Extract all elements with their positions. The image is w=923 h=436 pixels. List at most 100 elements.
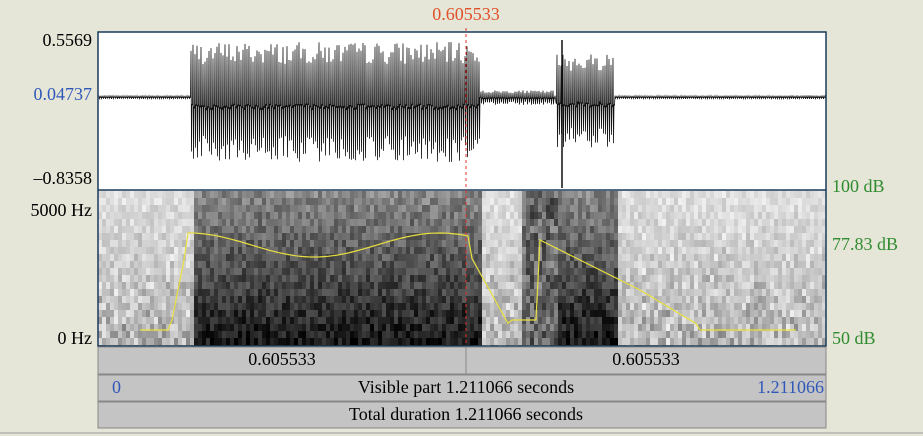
spectrogram-cell: [194, 324, 198, 331]
spectrogram-cell: [350, 289, 354, 296]
spectrogram-cell: [706, 303, 710, 310]
spectrogram-cell: [602, 191, 606, 198]
spectrogram-cell: [302, 198, 306, 205]
spectrogram-cell: [166, 282, 170, 289]
spectrogram-cell: [630, 289, 634, 296]
selection-right-bar[interactable]: [465, 346, 827, 375]
spectrogram-cell: [114, 254, 118, 261]
spectrogram-cell: [694, 205, 698, 212]
visible-bar[interactable]: [97, 374, 827, 402]
spectrogram-cell: [382, 212, 386, 219]
spectrogram-cell: [270, 268, 274, 275]
spectrogram-cell: [722, 212, 726, 219]
spectrogram-cell: [130, 331, 134, 338]
spectrogram-cell: [430, 331, 434, 338]
spectrogram-cell: [158, 317, 162, 324]
spectrogram-cell: [182, 191, 186, 198]
spectrogram-cell: [758, 303, 762, 310]
spectrogram-cell: [454, 198, 458, 205]
spectrogram-cell: [390, 247, 394, 254]
spectrogram-cell: [526, 261, 530, 268]
spectrogram-cell: [814, 212, 818, 219]
spectrogram-cell: [594, 219, 598, 226]
spectrogram-cell: [230, 310, 234, 317]
spectrogram-cell: [302, 240, 306, 247]
spectrogram-cell: [694, 198, 698, 205]
spectrogram-cell: [146, 338, 150, 345]
spectrogram-cell: [762, 268, 766, 275]
spectrogram-cell: [266, 261, 270, 268]
spectrogram-cell: [394, 247, 398, 254]
spectrogram-cell: [462, 303, 466, 310]
spectrogram-cell: [254, 212, 258, 219]
spectrogram-cell: [346, 261, 350, 268]
spectrogram-cell: [430, 317, 434, 324]
spectrogram-cell: [442, 331, 446, 338]
spectrogram-cell: [202, 282, 206, 289]
spectrogram-cell: [698, 191, 702, 198]
spectrogram-cell: [582, 324, 586, 331]
spectrogram-cell: [286, 338, 290, 345]
spectrogram-cell: [758, 198, 762, 205]
spectrogram-cell: [558, 310, 562, 317]
spectrogram-cell: [710, 317, 714, 324]
spectrogram-cell: [150, 310, 154, 317]
total-bar[interactable]: [97, 401, 827, 429]
spectrogram-cell: [534, 275, 538, 282]
spectrogram-cell: [422, 317, 426, 324]
spectrogram-cell: [650, 226, 654, 233]
spectrogram-cell: [402, 212, 406, 219]
spectrogram-cell: [226, 331, 230, 338]
spectrogram-cell: [350, 303, 354, 310]
spectrogram-cell: [494, 310, 498, 317]
spectrogram-cell: [258, 275, 262, 282]
spectrogram-cell: [598, 198, 602, 205]
spectrogram-cell: [438, 289, 442, 296]
spectrogram-cell: [214, 275, 218, 282]
spectrogram-cell: [426, 191, 430, 198]
spectrogram-cell: [162, 275, 166, 282]
spectrogram-cell: [802, 282, 806, 289]
spectrogram-cell: [414, 296, 418, 303]
spectrogram-cell: [326, 310, 330, 317]
spectrogram-cell: [478, 338, 482, 345]
spectrogram-cell: [682, 240, 686, 247]
spectrogram-cell: [222, 198, 226, 205]
spectrogram-cell: [746, 275, 750, 282]
spectrogram-cell: [554, 268, 558, 275]
spectrogram-cell: [102, 191, 106, 198]
spectrogram-cell: [334, 254, 338, 261]
spectrogram-cell: [170, 226, 174, 233]
spectrogram-cell: [562, 331, 566, 338]
spectrogram-cell: [198, 331, 202, 338]
spectrogram-cell: [434, 310, 438, 317]
spectrogram-cell: [218, 310, 222, 317]
spectrogram-cell: [98, 303, 102, 310]
spectrogram-cell: [670, 261, 674, 268]
spectrogram-cell: [486, 296, 490, 303]
spectrogram-cell: [558, 275, 562, 282]
spectrogram-cell: [342, 310, 346, 317]
spectrogram-cell: [226, 219, 230, 226]
spectrogram-cell: [742, 275, 746, 282]
spectrogram-cell: [466, 226, 470, 233]
spectrogram-cell: [258, 317, 262, 324]
spectrogram-cell: [738, 338, 742, 345]
spectrogram-cell: [110, 226, 114, 233]
spectrogram-cell: [166, 296, 170, 303]
spectrogram-cell: [562, 317, 566, 324]
spectrogram-cell: [718, 254, 722, 261]
spectrogram-cell: [166, 317, 170, 324]
spectrogram-cell: [762, 275, 766, 282]
spectrogram-cell: [694, 212, 698, 219]
spectrogram-cell: [374, 240, 378, 247]
spectrogram-cell: [638, 289, 642, 296]
spectrogram-cell: [150, 261, 154, 268]
spectrogram-cell: [318, 268, 322, 275]
spectrogram-cell: [138, 289, 142, 296]
spectrogram-cell: [258, 198, 262, 205]
spectrogram-cell: [294, 254, 298, 261]
spectrogram-cell: [114, 240, 118, 247]
spectrogram-cell: [802, 275, 806, 282]
spectrogram-cell: [266, 226, 270, 233]
